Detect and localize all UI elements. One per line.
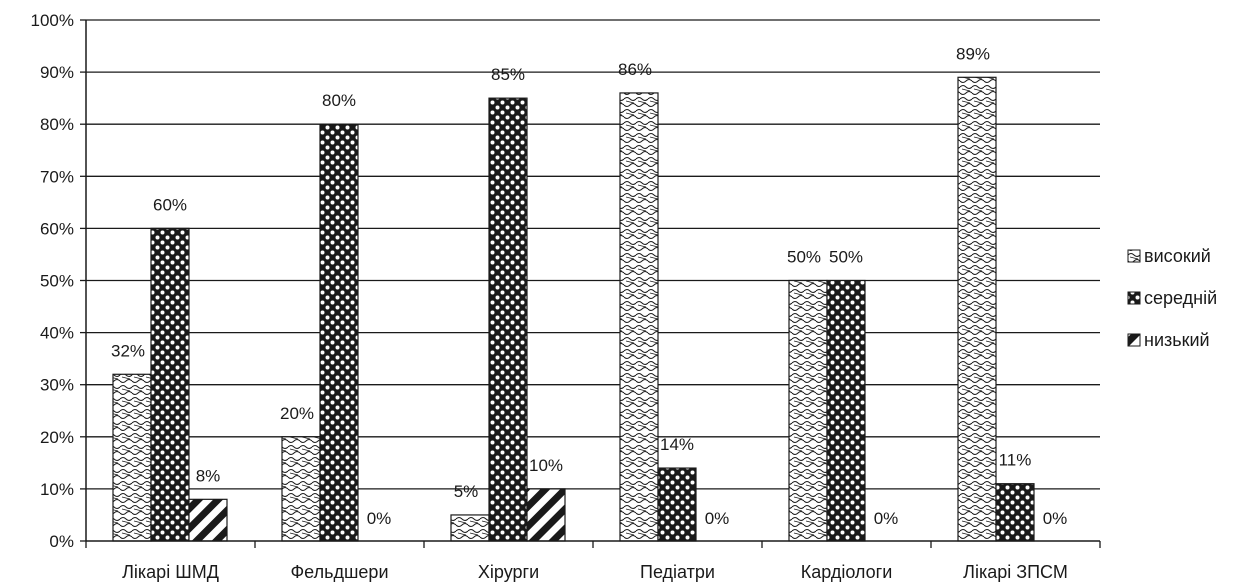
x-category-label: Хірурги — [478, 562, 539, 582]
y-tick-label: 90% — [40, 63, 74, 82]
x-category-label: Лікарі ШМД — [122, 562, 219, 582]
legend-swatch-wave — [1127, 249, 1141, 263]
bar-wave — [450, 514, 490, 542]
data-label: 80% — [322, 91, 356, 110]
legend-label: середній — [1144, 288, 1217, 308]
y-axis-tick-labels: 0% 10% 20% 30% 40% 50% 60% 70% 80% 90% 100% — [31, 11, 74, 551]
data-label: 89% — [956, 44, 990, 63]
data-label: 0% — [367, 509, 392, 528]
x-axis-category-labels: Лікарі ШМД Фельдшери Хірурги Педіатри Кардіо… — [122, 562, 1068, 582]
y-tick-label: 10% — [40, 480, 74, 499]
data-label: 86% — [618, 60, 652, 79]
bar-checker-dots — [319, 123, 359, 542]
bar-wave — [788, 279, 828, 542]
bar-checker-dots — [826, 279, 866, 542]
bar-wave — [281, 436, 321, 542]
axes — [80, 19, 1101, 548]
y-tick-label: 100% — [31, 11, 74, 30]
data-label: 60% — [153, 195, 187, 214]
y-tick-label: 60% — [40, 219, 74, 238]
bar-diagonal — [526, 488, 566, 542]
data-label: 11% — [999, 451, 1032, 470]
data-label: 14% — [660, 435, 694, 454]
x-category-label: Фельдшери — [291, 562, 389, 582]
x-category-label: Кардіологи — [801, 562, 893, 582]
legend-label: низький — [1144, 330, 1210, 350]
data-label: 20% — [280, 404, 314, 423]
bars — [112, 76, 1035, 542]
y-tick-label: 20% — [40, 428, 74, 447]
data-label: 8% — [196, 466, 221, 485]
x-category-label: Лікарі ЗПСМ — [963, 562, 1068, 582]
data-label: 50% — [829, 248, 863, 267]
y-tick-label: 50% — [40, 272, 74, 291]
data-label: 5% — [454, 482, 479, 501]
data-label: 85% — [491, 65, 525, 84]
y-tick-label: 40% — [40, 324, 74, 343]
legend: високий середній низький — [1127, 246, 1217, 350]
data-label: 32% — [111, 341, 145, 360]
legend-label: високий — [1144, 246, 1211, 266]
y-tick-label: 80% — [40, 115, 74, 134]
bar-wave — [112, 373, 152, 542]
data-label: 0% — [705, 509, 730, 528]
data-label: 0% — [1043, 509, 1068, 528]
bar-checker-dots — [995, 483, 1035, 542]
bar-checker-dots — [657, 467, 697, 542]
legend-swatch-checker-dots — [1127, 291, 1141, 305]
data-label: 0% — [874, 509, 899, 528]
y-tick-label: 70% — [40, 167, 74, 186]
y-tick-label: 0% — [49, 532, 74, 551]
y-tick-label: 30% — [40, 376, 74, 395]
x-category-label: Педіатри — [640, 562, 715, 582]
data-label: 50% — [787, 248, 821, 267]
bar-diagonal — [188, 498, 228, 542]
data-label: 10% — [529, 456, 563, 475]
data-labels: 32% 60% 8% 20% 80% 0% 5% 85% 10% 86% 14% 0% 50% 50% 0%… — [111, 44, 1067, 528]
bar-wave — [619, 92, 659, 542]
bar-checker-dots — [150, 227, 190, 542]
bar-wave — [957, 76, 997, 542]
bar-checker-dots — [488, 97, 528, 542]
gridlines — [86, 19, 1100, 490]
legend-swatch-diagonal — [1127, 333, 1141, 347]
